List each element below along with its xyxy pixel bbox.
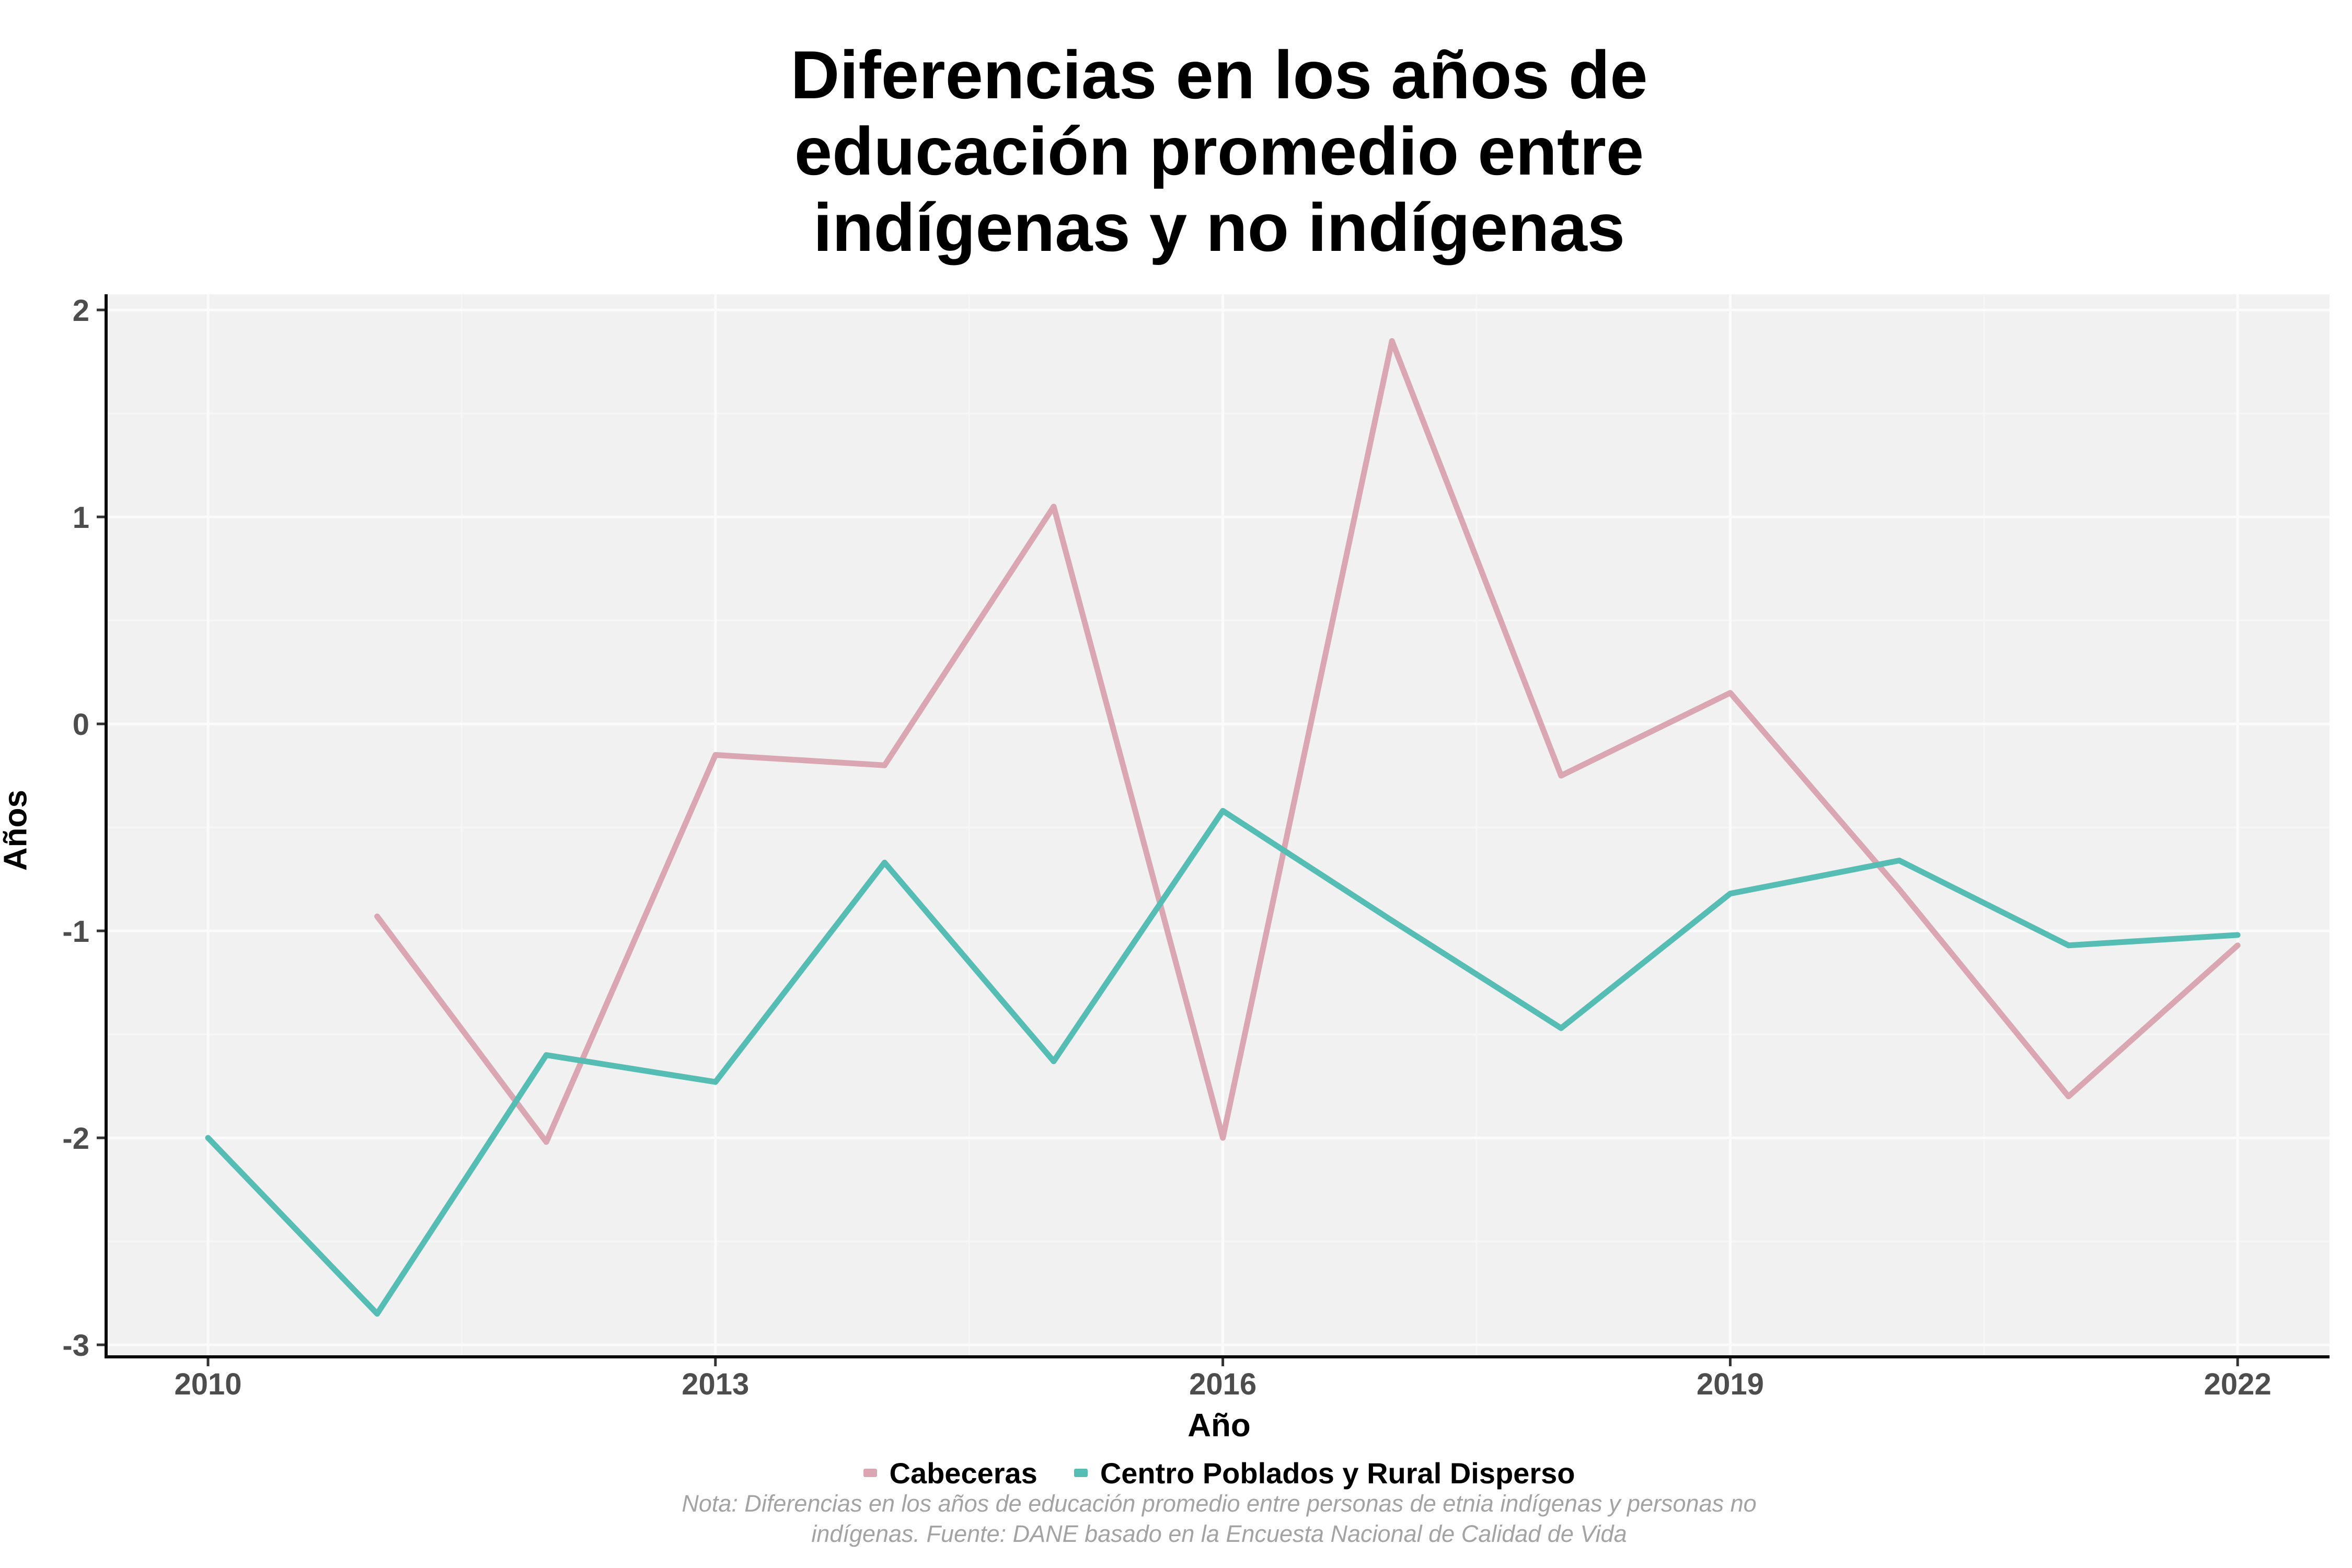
y-tick-label: 0	[73, 708, 89, 742]
series-line-cabeceras	[374, 338, 2241, 1145]
legend-swatch-centro-poblados	[1074, 1469, 1088, 1477]
x-tick-label: 2019	[1697, 1367, 1764, 1401]
y-tick-label: 2	[73, 294, 89, 328]
legend-swatch-cabeceras	[863, 1469, 877, 1477]
legend: Cabeceras Centro Poblados y Rural Disper…	[86, 1453, 2352, 1493]
y-tick-label: 1	[73, 501, 89, 535]
series-line-centro-poblados	[205, 808, 2241, 1317]
x-tick-label: 2016	[1189, 1367, 1256, 1401]
y-tick-label: -2	[62, 1122, 89, 1156]
x-axis-title: Año	[1187, 1408, 1251, 1444]
chart-title: Diferencias en los años de educación pro…	[790, 37, 1648, 266]
y-tick-label: -3	[62, 1329, 89, 1363]
y-tick-label: -1	[62, 915, 89, 949]
x-tick-label: 2013	[682, 1367, 749, 1401]
legend-label-cabeceras: Cabeceras	[889, 1456, 1037, 1490]
x-tick-label: 2022	[2204, 1367, 2272, 1401]
legend-label-centro-poblados: Centro Poblados y Rural Disperso	[1100, 1456, 1575, 1490]
legend-item-cabeceras: Cabeceras	[863, 1456, 1037, 1490]
y-axis-title: Años	[0, 790, 34, 871]
caption-note: Nota: Diferencias en los años de educaci…	[682, 1490, 1757, 1547]
legend-item-centro-poblados: Centro Poblados y Rural Disperso	[1074, 1456, 1575, 1490]
plot-panel	[106, 294, 2330, 1357]
x-tick-label: 2010	[174, 1367, 241, 1401]
